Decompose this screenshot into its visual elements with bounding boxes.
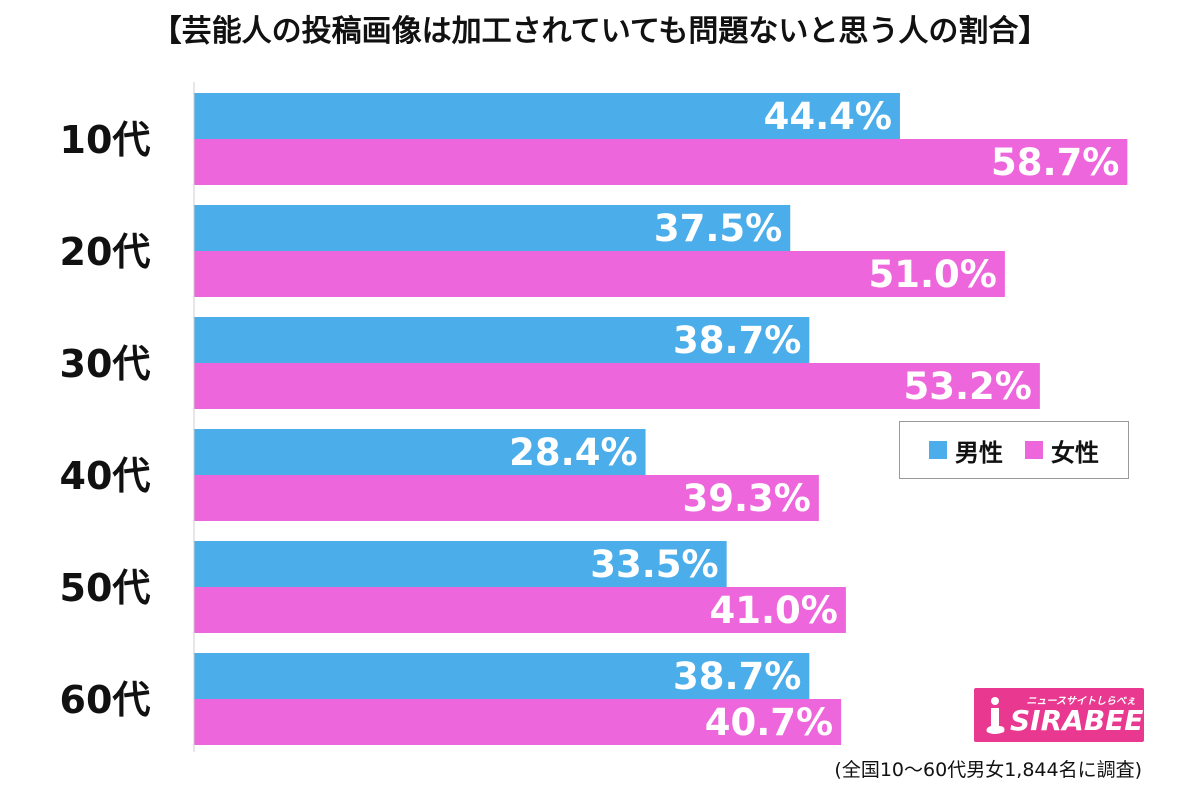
legend-item-male: 男性 xyxy=(929,433,1003,468)
legend-label-male: 男性 xyxy=(955,438,1003,467)
bar-male-5 xyxy=(194,653,810,699)
legend-label-female: 女性 xyxy=(1051,438,1099,467)
bar-male-0 xyxy=(194,93,900,139)
legend-swatch-female xyxy=(1025,441,1043,459)
chart-title: 【芸能人の投稿画像は加工されていても問題ないと思う人の割合】 xyxy=(151,14,1049,49)
bar-label-male-2: 38.7% xyxy=(673,319,801,362)
logo-name: SIRABEE xyxy=(1010,704,1144,737)
bar-female-1 xyxy=(194,251,1005,297)
bar-female-0 xyxy=(194,139,1128,185)
bar-label-male-0: 44.4% xyxy=(764,95,892,138)
bar-female-4 xyxy=(194,587,846,633)
legend: 男性 女性 xyxy=(899,421,1129,479)
bar-label-male-5: 38.7% xyxy=(673,655,801,698)
bar-label-male-1: 37.5% xyxy=(654,207,782,250)
sirabee-logo: ニュースサイトしらべぇ SIRABEE xyxy=(974,688,1144,742)
logo-tagline: ニュースサイトしらべぇ xyxy=(1026,696,1137,707)
bar-label-male-4: 33.5% xyxy=(590,543,718,586)
bar-male-3 xyxy=(194,429,646,475)
category-label-0: 10代 xyxy=(60,118,151,162)
bar-male-1 xyxy=(194,205,791,251)
bar-label-female-0: 58.7% xyxy=(991,141,1119,184)
bar-label-male-3: 28.4% xyxy=(509,431,637,474)
bar-female-2 xyxy=(194,363,1040,409)
category-label-3: 40代 xyxy=(60,454,151,498)
bar-female-3 xyxy=(194,475,819,521)
category-label-5: 60代 xyxy=(60,678,151,722)
survey-footnote: (全国10〜60代男女1,844名に調査) xyxy=(834,759,1142,781)
category-label-1: 20代 xyxy=(60,230,151,274)
bar-male-2 xyxy=(194,317,810,363)
bar-label-female-3: 39.3% xyxy=(682,477,810,520)
category-label-4: 50代 xyxy=(60,566,151,610)
legend-item-female: 女性 xyxy=(1025,433,1099,468)
bar-label-female-4: 41.0% xyxy=(710,589,838,632)
bar-male-4 xyxy=(194,541,727,587)
bar-label-female-2: 53.2% xyxy=(904,365,1032,408)
bar-label-female-5: 40.7% xyxy=(705,701,833,744)
bar-label-female-1: 51.0% xyxy=(869,253,997,296)
category-label-2: 30代 xyxy=(60,342,151,386)
bar-female-5 xyxy=(194,699,842,745)
sirabee-mark-icon xyxy=(986,697,1005,734)
legend-swatch-male xyxy=(929,441,947,459)
